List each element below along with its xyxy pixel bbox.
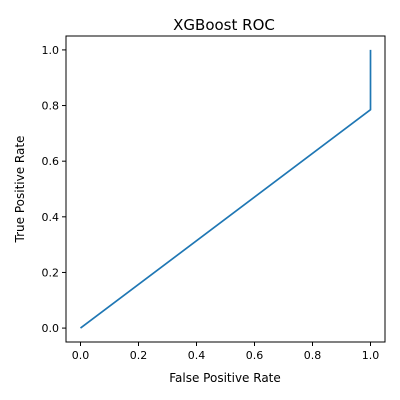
y-axis-ticks: 0.0 0.2 0.4 0.6 0.8 1.0 — [42, 44, 66, 335]
x-tick-label: 0.0 — [72, 349, 90, 362]
roc-curve-line — [79, 49, 372, 329]
x-tick-label: 0.8 — [304, 349, 322, 362]
x-axis-label: False Positive Rate — [169, 371, 281, 385]
x-tick-label: 1.0 — [362, 349, 380, 362]
x-tick-label: 0.2 — [130, 349, 148, 362]
y-tick-label: 1.0 — [42, 44, 60, 57]
y-axis-label: True Positive Rate — [13, 136, 27, 244]
y-tick-label: 0.6 — [42, 155, 60, 168]
axes-frame — [65, 35, 386, 343]
series-layer — [79, 49, 372, 329]
chart-title: XGBoost ROC — [173, 16, 275, 34]
y-tick-label: 0.2 — [42, 266, 60, 279]
y-tick-label: 0.8 — [42, 100, 60, 113]
x-tick-label: 0.4 — [188, 349, 206, 362]
plot-area — [65, 35, 386, 343]
y-tick-label: 0.0 — [42, 322, 60, 335]
y-tick-label: 0.4 — [42, 211, 60, 224]
x-axis-ticks: 0.0 0.2 0.4 0.6 0.8 1.0 — [72, 342, 380, 362]
x-tick-label: 0.6 — [246, 349, 264, 362]
